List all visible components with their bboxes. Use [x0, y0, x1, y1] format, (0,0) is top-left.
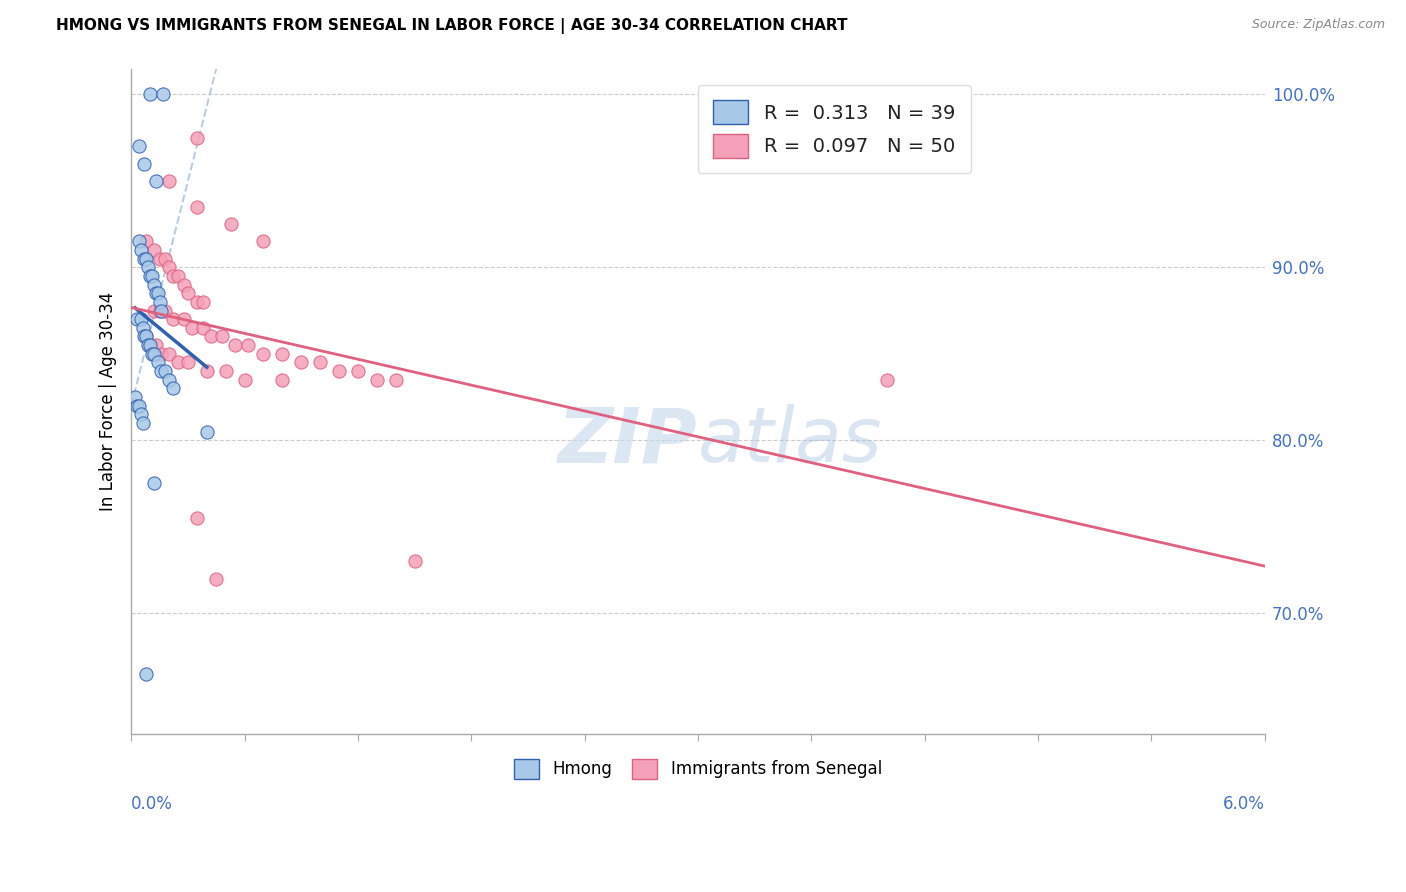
- Point: [135, 329, 157, 343]
- Point: [252, 347, 274, 361]
- Text: atlas: atlas: [697, 404, 883, 478]
- Point: [145, 286, 167, 301]
- Point: [135, 235, 157, 249]
- Point: [205, 572, 228, 586]
- Point: [136, 260, 159, 275]
- Point: [125, 312, 148, 326]
- Text: 6.0%: 6.0%: [1223, 795, 1265, 813]
- Point: [876, 373, 898, 387]
- Point: [150, 364, 173, 378]
- Point: [131, 416, 153, 430]
- Point: [139, 338, 162, 352]
- Point: [167, 268, 190, 283]
- Point: [186, 130, 208, 145]
- Point: [162, 312, 184, 326]
- Point: [191, 321, 214, 335]
- Point: [128, 235, 150, 249]
- Point: [177, 286, 200, 301]
- Point: [215, 364, 238, 378]
- Point: [135, 666, 157, 681]
- Point: [238, 338, 260, 352]
- Legend: Hmong, Immigrants from Senegal: Hmong, Immigrants from Senegal: [508, 752, 889, 786]
- Point: [309, 355, 332, 369]
- Point: [162, 268, 184, 283]
- Point: [167, 355, 190, 369]
- Point: [271, 347, 294, 361]
- Point: [150, 347, 173, 361]
- Point: [347, 364, 370, 378]
- Point: [124, 390, 146, 404]
- Point: [142, 243, 165, 257]
- Point: [149, 294, 172, 309]
- Point: [157, 347, 180, 361]
- Point: [136, 338, 159, 352]
- Point: [180, 321, 202, 335]
- Point: [157, 174, 180, 188]
- Point: [271, 373, 294, 387]
- Point: [145, 174, 167, 188]
- Point: [146, 286, 169, 301]
- Y-axis label: In Labor Force | Age 30-34: In Labor Force | Age 30-34: [100, 292, 117, 511]
- Point: [129, 407, 152, 421]
- Point: [129, 312, 152, 326]
- Point: [134, 156, 156, 170]
- Point: [141, 268, 163, 283]
- Point: [186, 200, 208, 214]
- Point: [195, 425, 218, 439]
- Point: [152, 87, 174, 102]
- Point: [195, 364, 218, 378]
- Point: [290, 355, 312, 369]
- Point: [139, 268, 162, 283]
- Text: Source: ZipAtlas.com: Source: ZipAtlas.com: [1251, 18, 1385, 31]
- Point: [142, 303, 165, 318]
- Point: [135, 252, 157, 266]
- Point: [177, 355, 200, 369]
- Point: [125, 399, 148, 413]
- Point: [233, 373, 256, 387]
- Text: 0.0%: 0.0%: [131, 795, 173, 813]
- Point: [128, 399, 150, 413]
- Point: [149, 252, 172, 266]
- Point: [141, 347, 163, 361]
- Text: HMONG VS IMMIGRANTS FROM SENEGAL IN LABOR FORCE | AGE 30-34 CORRELATION CHART: HMONG VS IMMIGRANTS FROM SENEGAL IN LABO…: [56, 18, 848, 34]
- Point: [221, 217, 243, 231]
- Point: [191, 294, 214, 309]
- Point: [145, 338, 167, 352]
- Point: [134, 329, 156, 343]
- Point: [186, 511, 208, 525]
- Point: [157, 373, 180, 387]
- Point: [200, 329, 222, 343]
- Point: [139, 338, 162, 352]
- Point: [134, 252, 156, 266]
- Point: [149, 303, 172, 318]
- Point: [142, 277, 165, 292]
- Point: [146, 355, 169, 369]
- Point: [224, 338, 246, 352]
- Point: [162, 381, 184, 395]
- Point: [142, 476, 165, 491]
- Text: ZIP: ZIP: [558, 404, 697, 478]
- Point: [157, 260, 180, 275]
- Point: [404, 554, 426, 568]
- Point: [155, 303, 177, 318]
- Point: [139, 87, 162, 102]
- Point: [173, 312, 195, 326]
- Point: [131, 321, 153, 335]
- Point: [252, 235, 274, 249]
- Point: [384, 373, 406, 387]
- Point: [155, 364, 177, 378]
- Point: [366, 373, 388, 387]
- Point: [155, 252, 177, 266]
- Point: [328, 364, 350, 378]
- Point: [211, 329, 233, 343]
- Point: [150, 303, 173, 318]
- Point: [128, 139, 150, 153]
- Point: [135, 329, 157, 343]
- Point: [186, 294, 208, 309]
- Point: [142, 347, 165, 361]
- Point: [129, 243, 152, 257]
- Point: [173, 277, 195, 292]
